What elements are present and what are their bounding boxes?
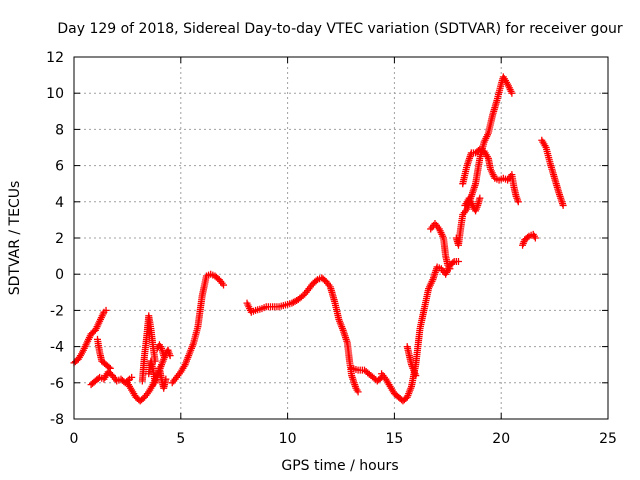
data-points xyxy=(70,73,567,405)
x-tick-label: 0 xyxy=(70,431,79,447)
data-point xyxy=(412,372,420,380)
x-tick-label: 15 xyxy=(385,431,403,447)
data-point xyxy=(354,388,362,396)
data-point xyxy=(559,201,567,209)
data-point xyxy=(312,277,320,285)
y-tick-label: -8 xyxy=(50,412,64,428)
data-point xyxy=(454,258,462,266)
data-point xyxy=(105,363,113,371)
data-point xyxy=(524,233,532,241)
y-tick-label: 8 xyxy=(55,122,64,138)
data-point xyxy=(166,352,174,360)
y-tick-label: -4 xyxy=(50,340,64,356)
data-point xyxy=(102,306,110,314)
x-tick-label: 10 xyxy=(279,431,297,447)
chart-title: Day 129 of 2018, Sidereal Day-to-day VTE… xyxy=(57,21,623,37)
data-point xyxy=(299,291,307,299)
x-axis-label: GPS time / hours xyxy=(281,458,398,474)
y-tick-label: 12 xyxy=(46,50,64,66)
x-tick-label: 5 xyxy=(176,431,185,447)
y-tick-label: 6 xyxy=(55,159,64,175)
data-point xyxy=(128,373,136,381)
x-tick-label: 25 xyxy=(599,431,617,447)
y-tick-label: -6 xyxy=(50,376,64,392)
y-tick-label: 2 xyxy=(55,231,64,247)
y-axis-label: SDTVAR / TECUs xyxy=(7,181,23,296)
data-point xyxy=(162,375,170,383)
data-point xyxy=(514,198,522,206)
y-tick-label: 10 xyxy=(46,86,64,102)
y-tick-label: -2 xyxy=(50,303,64,319)
data-point xyxy=(446,265,454,273)
x-tick-label: 20 xyxy=(492,431,510,447)
y-tick-label: 4 xyxy=(55,195,64,211)
data-point xyxy=(220,281,228,289)
data-point xyxy=(106,364,114,372)
y-tick-label: 0 xyxy=(55,267,64,283)
axis-ticks: 0 5 10 15 20 25 -8 -6 -4 -2 0 2 4 6 8 10 12 xyxy=(46,50,617,447)
data-point xyxy=(531,234,539,242)
grid-lines xyxy=(74,57,608,419)
data-point xyxy=(476,194,484,202)
data-point xyxy=(508,89,516,97)
